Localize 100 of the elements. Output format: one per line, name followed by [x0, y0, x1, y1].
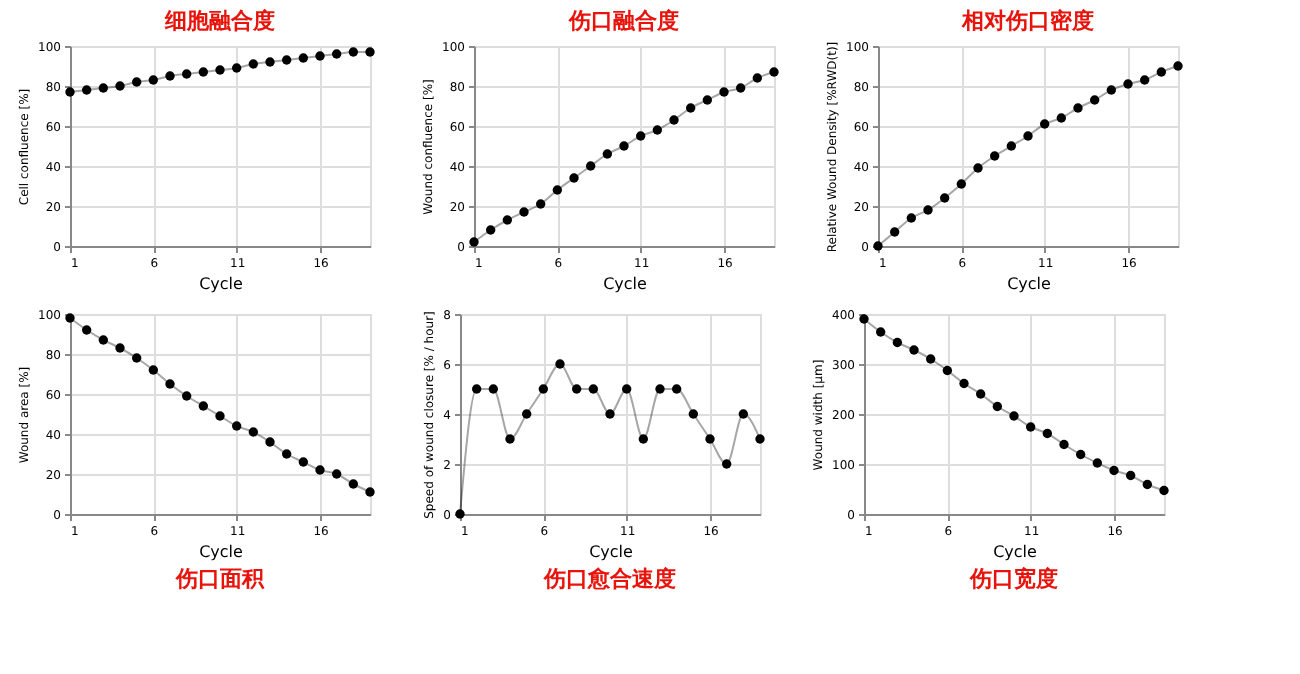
point	[1023, 131, 1033, 141]
point	[906, 213, 917, 223]
point	[925, 354, 936, 364]
point	[685, 103, 696, 113]
point	[1009, 411, 1019, 421]
point	[98, 335, 109, 345]
point	[1139, 75, 1150, 85]
point	[1073, 103, 1083, 113]
x-axis-title: Cycle	[993, 543, 1038, 561]
text: 伤口面积	[174, 566, 266, 592]
point	[198, 67, 209, 77]
point	[181, 391, 192, 401]
point	[215, 411, 225, 421]
x-axis-title: Cycle	[199, 275, 244, 293]
point	[992, 401, 1003, 412]
point	[281, 55, 292, 65]
point	[605, 409, 615, 419]
point	[635, 131, 646, 141]
point	[1042, 428, 1053, 439]
point	[502, 215, 513, 225]
point	[298, 457, 309, 467]
point	[181, 69, 192, 79]
point	[1106, 85, 1117, 95]
point	[889, 227, 900, 237]
point	[348, 479, 359, 489]
point	[315, 465, 325, 475]
point	[298, 53, 309, 63]
point	[281, 449, 292, 459]
point	[923, 205, 933, 215]
point	[1142, 479, 1153, 490]
point	[248, 59, 259, 69]
point	[1173, 61, 1183, 71]
point	[65, 87, 75, 97]
point	[571, 384, 582, 394]
point	[331, 49, 342, 59]
point	[738, 409, 749, 419]
text: 伤口宽度	[968, 566, 1058, 592]
point	[721, 459, 732, 469]
point	[638, 434, 649, 444]
point	[619, 141, 629, 151]
x-axis-title: Cycle	[603, 275, 648, 293]
point	[248, 427, 259, 437]
point	[956, 179, 967, 189]
point	[1092, 458, 1103, 468]
point	[752, 73, 763, 83]
point	[973, 163, 983, 173]
point	[148, 75, 159, 85]
point	[485, 225, 496, 235]
point	[552, 185, 563, 195]
x-axis-title: Cycle	[1007, 275, 1052, 293]
point	[148, 365, 159, 375]
chart-title: 伤口融合度	[567, 8, 679, 34]
point	[98, 83, 109, 93]
point	[165, 379, 175, 389]
point	[735, 83, 746, 93]
point	[769, 67, 779, 77]
point	[198, 401, 209, 411]
point	[702, 95, 713, 105]
point	[942, 365, 953, 376]
point	[1159, 485, 1169, 496]
point	[535, 199, 546, 209]
point	[365, 487, 375, 497]
point	[1156, 67, 1167, 77]
point	[875, 327, 886, 337]
point	[365, 47, 375, 57]
point	[939, 193, 950, 203]
point	[705, 434, 715, 444]
point	[1025, 422, 1036, 432]
point	[1109, 465, 1119, 476]
x-axis-title: Cycle	[199, 543, 244, 561]
point	[655, 384, 665, 394]
point	[519, 207, 529, 217]
point	[81, 85, 92, 95]
point	[115, 343, 125, 353]
x-axis-title: Cycle	[589, 543, 634, 561]
point	[471, 384, 482, 394]
point	[115, 81, 125, 91]
point	[669, 115, 679, 125]
point	[265, 57, 275, 67]
point	[1089, 95, 1100, 105]
point	[588, 384, 599, 394]
point	[652, 125, 663, 135]
point	[1039, 119, 1050, 129]
point	[1006, 141, 1017, 151]
point	[602, 149, 613, 159]
point	[215, 65, 225, 75]
text: 伤口愈合速度	[542, 566, 676, 592]
point	[1075, 449, 1086, 460]
point	[231, 421, 242, 431]
point	[621, 384, 632, 394]
chart-title: 细胞融合度	[163, 8, 275, 34]
point	[131, 353, 142, 363]
point	[1059, 439, 1069, 450]
point	[569, 173, 579, 183]
point	[231, 63, 242, 73]
point	[488, 384, 499, 394]
point	[1123, 79, 1133, 89]
point	[348, 47, 359, 57]
point	[585, 161, 596, 171]
point	[315, 51, 325, 61]
